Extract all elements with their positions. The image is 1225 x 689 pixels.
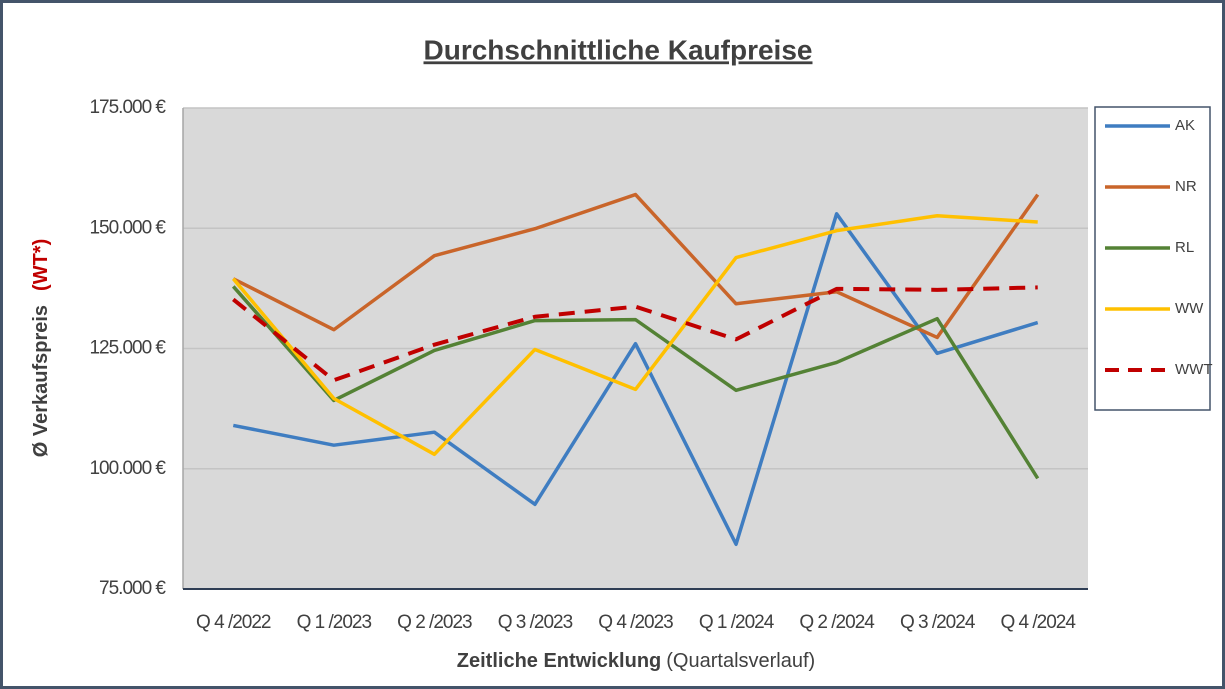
series-line (232, 212, 1039, 547)
series-line (232, 285, 1038, 383)
legend-label: AK (1175, 117, 1195, 134)
x-tick-label: Q 4 /2023 (598, 612, 673, 633)
x-tick-label: Q 2 /2023 (397, 612, 472, 633)
series-line (231, 285, 1040, 480)
y-tick-label: 75.000 € (99, 578, 166, 599)
x-tick-label: Q 4 /2022 (196, 612, 271, 633)
chart-title: Durchschnittliche Kaufpreise (424, 34, 813, 65)
y-tick-label: 150.000 € (89, 217, 166, 238)
y-axis-label: Ø Verkaufspreis (WT*) (30, 239, 52, 458)
series-line (231, 213, 1038, 457)
y-tick-label: 100.000 € (89, 458, 166, 479)
x-axis-label-main: Zeitliche Entwicklung (457, 650, 661, 672)
y-tick-label: 125.000 € (89, 338, 166, 359)
x-axis-label: Zeitliche Entwicklung (Quartalsverlauf) (457, 650, 815, 672)
y-tick-label: 175.000 € (89, 97, 166, 118)
y-axis-label-note: (WT*) (30, 239, 52, 291)
legend-label: WWT (1175, 361, 1212, 378)
y-axis-label-main: Ø Verkaufspreis (30, 305, 52, 457)
x-tick-label: Q 2 /2024 (799, 612, 875, 633)
x-axis-label-note: (Quartalsverlauf) (666, 650, 815, 672)
legend (1094, 106, 1211, 411)
legend-label: WW (1175, 300, 1204, 317)
legend-label: RL (1175, 239, 1194, 256)
x-tick-label: Q 1 /2023 (297, 612, 372, 633)
x-tick-label: Q 3 /2023 (498, 612, 573, 633)
x-tick-label: Q 4 /2024 (1000, 612, 1076, 633)
series-line (232, 192, 1040, 340)
legend-label: NR (1175, 178, 1197, 195)
x-tick-label: Q 1 /2024 (699, 612, 775, 633)
x-tick-label: Q 3 /2024 (900, 612, 976, 633)
